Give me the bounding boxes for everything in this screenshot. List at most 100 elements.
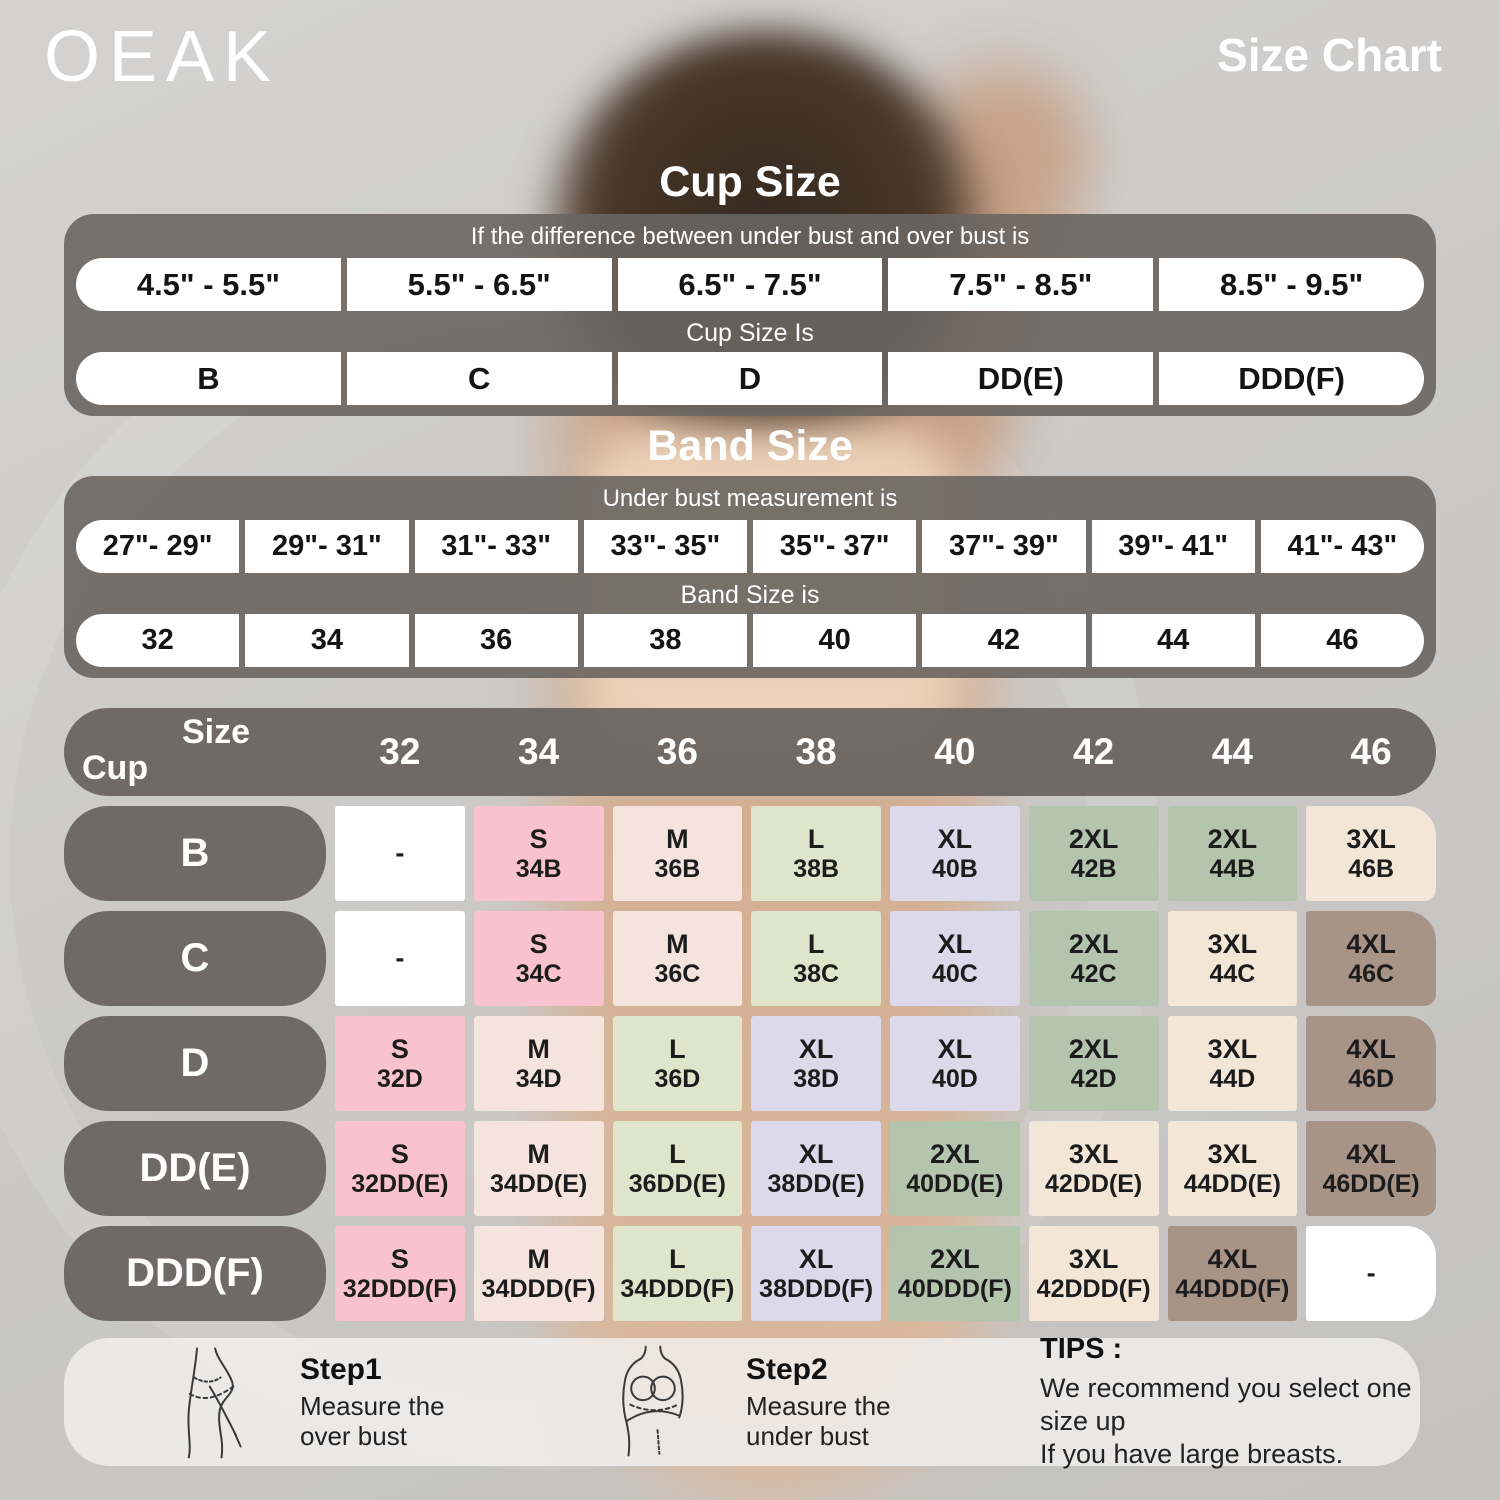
matrix-cell: 2XL 42B <box>1028 806 1159 901</box>
cup-panel-subtitle: If the difference between under bust and… <box>470 223 1030 250</box>
step2-title: Step2 <box>746 1353 828 1386</box>
matrix-cell: 3XL 44DD(E) <box>1167 1121 1298 1216</box>
cell-code: 34D <box>515 1064 562 1093</box>
matrix-cell: - <box>1306 1226 1436 1321</box>
matrix-cell: XL 38DD(E) <box>751 1121 881 1216</box>
step2-text: Step2 Measure the under bust <box>746 1353 936 1451</box>
band-value-cell: 34 <box>245 614 409 667</box>
cell-size: XL <box>937 1033 973 1064</box>
cell-size: XL <box>798 1033 834 1064</box>
matrix-corner: Size Cup <box>64 708 326 796</box>
cup-range-cell: 7.5" - 8.5" <box>888 258 1154 311</box>
matrix-cell: - <box>335 806 465 901</box>
matrix-cell: XL 38D <box>751 1016 881 1111</box>
matrix-cell: L 38C <box>751 911 881 1006</box>
matrix-header-bar: Size Cup 32 34 36 38 40 42 44 46 <box>64 708 1436 796</box>
cell-code: 40B <box>931 854 978 883</box>
cell-code: 42B <box>1070 854 1117 883</box>
cell-size: M <box>666 823 689 854</box>
matrix-corner-size: Size <box>182 713 251 751</box>
cup-range-cell: 6.5" - 7.5" <box>617 258 883 311</box>
matrix-cell: 4XL 46D <box>1306 1016 1436 1111</box>
matrix-cell: L 36DD(E) <box>612 1121 743 1216</box>
matrix-row-label: D <box>64 1016 326 1111</box>
cell-code: 46DD(E) <box>1322 1169 1420 1198</box>
matrix-cell: S 34C <box>473 911 604 1006</box>
cup-mid-label: Cup Size Is <box>686 319 814 347</box>
matrix-cell: 4XL 46DD(E) <box>1306 1121 1436 1216</box>
cup-value-cell: D <box>617 352 883 405</box>
cell-code: 42DD(E) <box>1045 1169 1143 1198</box>
cup-value-cell: DDD(F) <box>1159 352 1424 405</box>
cell-code: 44DD(E) <box>1183 1169 1281 1198</box>
matrix-row-DDE: DD(E) S 32DD(E) M 34DD(E) L 36DD(E) XL 38DD(… <box>64 1121 1436 1216</box>
cell-size: 4XL <box>1346 928 1396 959</box>
cup-size-panel: If the difference between under bust and… <box>64 214 1436 416</box>
cell-size: 3XL <box>1207 1033 1258 1064</box>
tips-line1: We recommend you select one size up <box>1040 1373 1412 1436</box>
cup-value-row: B C D DD(E) DDD(F) <box>76 352 1424 405</box>
matrix-cell: L 38B <box>751 806 881 901</box>
matrix-row-label: B <box>64 806 326 901</box>
step2-line1: Measure the <box>746 1391 891 1421</box>
matrix-row-label: DD(E) <box>64 1121 326 1216</box>
page-title: Size Chart <box>1217 29 1442 81</box>
tips-line2: If you have large breasts. <box>1040 1439 1344 1469</box>
matrix-row-B: B - S 34B M 36B L 38B XL 40B 2XL 42B 2XL 44B 3… <box>64 806 1436 901</box>
matrix-row-label: DDD(F) <box>64 1226 326 1321</box>
band-range-cell: 31"- 33" <box>414 520 578 573</box>
cell-code: 32DDD(F) <box>342 1274 457 1303</box>
matrix-cell: XL 38DDD(F) <box>751 1226 881 1321</box>
band-range-cell: 27"- 29" <box>76 520 240 573</box>
cell-code: 40DDD(F) <box>897 1274 1012 1303</box>
cell-size: 3XL <box>1068 1243 1119 1274</box>
cell-size: S <box>529 928 548 959</box>
cell-code: 34DDD(F) <box>620 1274 735 1303</box>
matrix-cell: S 32DD(E) <box>335 1121 465 1216</box>
matrix-cell: XL 40D <box>890 1016 1020 1111</box>
matrix-cell: 4XL 44DDD(F) <box>1167 1226 1298 1321</box>
matrix-row-label: C <box>64 911 326 1006</box>
cell-size: S <box>390 1243 409 1274</box>
cell-code: 40DD(E) <box>906 1169 1004 1198</box>
matrix-column-header: 40 <box>934 731 976 772</box>
cell-size: M <box>527 1243 550 1274</box>
cell-code: 38B <box>793 854 840 883</box>
step1-text: Step1 Measure the over bust <box>300 1353 490 1451</box>
cell-size: 2XL <box>1207 823 1258 854</box>
cell-code: 40C <box>931 959 978 988</box>
matrix-cell: M 34D <box>473 1016 604 1111</box>
band-range-cell: 41"- 43" <box>1260 520 1424 573</box>
cell-code: 46B <box>1348 854 1395 883</box>
matrix-column-header: 36 <box>656 731 698 772</box>
matrix-cell: 3XL 42DDD(F) <box>1028 1226 1159 1321</box>
cell-size: 4XL <box>1346 1033 1396 1064</box>
brand-logo: OEAK <box>44 17 281 97</box>
cell-size: 2XL <box>930 1243 980 1274</box>
step2-illustration <box>594 1343 712 1461</box>
cell-code: 32DD(E) <box>351 1169 449 1198</box>
matrix-cell: 3XL 46B <box>1306 806 1436 901</box>
cell-size: S <box>390 1033 409 1064</box>
matrix-cell: 2XL 40DDD(F) <box>890 1226 1020 1321</box>
cell-code: 36C <box>654 959 701 988</box>
cell-size: S <box>529 823 548 854</box>
matrix-cell: S 32DDD(F) <box>335 1226 465 1321</box>
matrix-cell: 4XL 46C <box>1306 911 1436 1006</box>
cell-size: - <box>1366 1258 1376 1288</box>
band-size-title: Band Size <box>647 422 853 470</box>
cell-code: 36B <box>654 854 701 883</box>
band-panel-subtitle: Under bust measurement is <box>602 485 898 512</box>
band-range-row: 27"- 29" 29"- 31" 31"- 33" 33"- 35" 35"-… <box>76 520 1424 573</box>
step1-line1: Measure the <box>300 1391 445 1421</box>
tips-title: TIPS : <box>1040 1333 1123 1365</box>
cell-size: - <box>395 838 405 868</box>
cell-code: 34DDD(F) <box>481 1274 596 1303</box>
matrix-column-header: 32 <box>379 731 421 772</box>
matrix-column-header: 34 <box>518 731 560 772</box>
cell-size: L <box>807 823 825 854</box>
band-value-row: 32 34 36 38 40 42 44 46 <box>76 614 1424 667</box>
cup-value-cell: DD(E) <box>888 352 1154 405</box>
band-range-cell: 33"- 35" <box>583 520 747 573</box>
